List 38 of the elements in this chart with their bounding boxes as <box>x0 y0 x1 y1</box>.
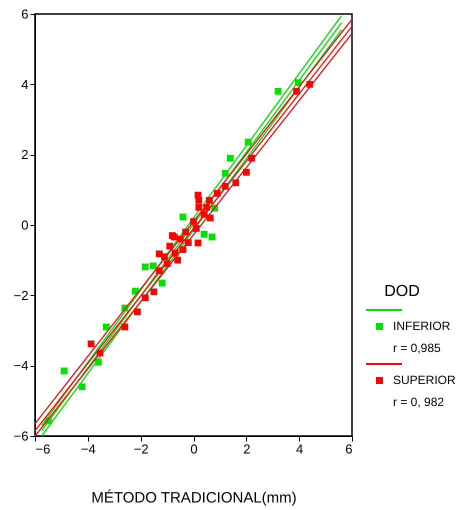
point <box>194 240 202 246</box>
x-tick-label: 4 <box>296 442 304 456</box>
point <box>274 88 282 95</box>
legend-label: SUPERIOR <box>393 373 456 387</box>
legend-label: INFERIOR <box>393 319 450 333</box>
x-tick-label: −2 <box>134 442 149 456</box>
x-tick-label: 6 <box>345 442 352 456</box>
point <box>208 234 216 240</box>
point <box>150 288 158 296</box>
point <box>142 263 149 270</box>
point <box>166 242 174 250</box>
point <box>88 340 94 348</box>
y-tick-label: −6 <box>14 428 28 444</box>
y-tick-label: 2 <box>21 147 28 162</box>
x-tick-label: 0 <box>190 442 198 456</box>
text: r = 0, 982 <box>393 395 446 409</box>
legend-title: DOD <box>383 283 421 301</box>
text: r = 0,985 <box>393 341 442 355</box>
x-tick-label: −6 <box>36 442 50 456</box>
y-tick-label: 6 <box>21 6 28 22</box>
point <box>121 324 128 330</box>
point <box>60 368 68 374</box>
y-tick-label: 4 <box>21 76 28 92</box>
point <box>180 214 186 220</box>
x-axis-title: MÉTODO TRADICIONAL(mm) <box>91 488 297 506</box>
point <box>158 280 166 286</box>
x-tick-label: −4 <box>80 442 96 456</box>
y-tick-label: −4 <box>14 358 28 374</box>
point <box>102 324 110 330</box>
point <box>195 204 202 211</box>
point <box>200 230 208 238</box>
point <box>226 154 234 162</box>
point <box>78 383 86 390</box>
y-tick-label: −2 <box>14 288 28 303</box>
y-tick-label: 0 <box>21 218 28 232</box>
point <box>195 197 202 204</box>
point <box>150 262 156 270</box>
x-tick-label: 2 <box>243 442 250 456</box>
